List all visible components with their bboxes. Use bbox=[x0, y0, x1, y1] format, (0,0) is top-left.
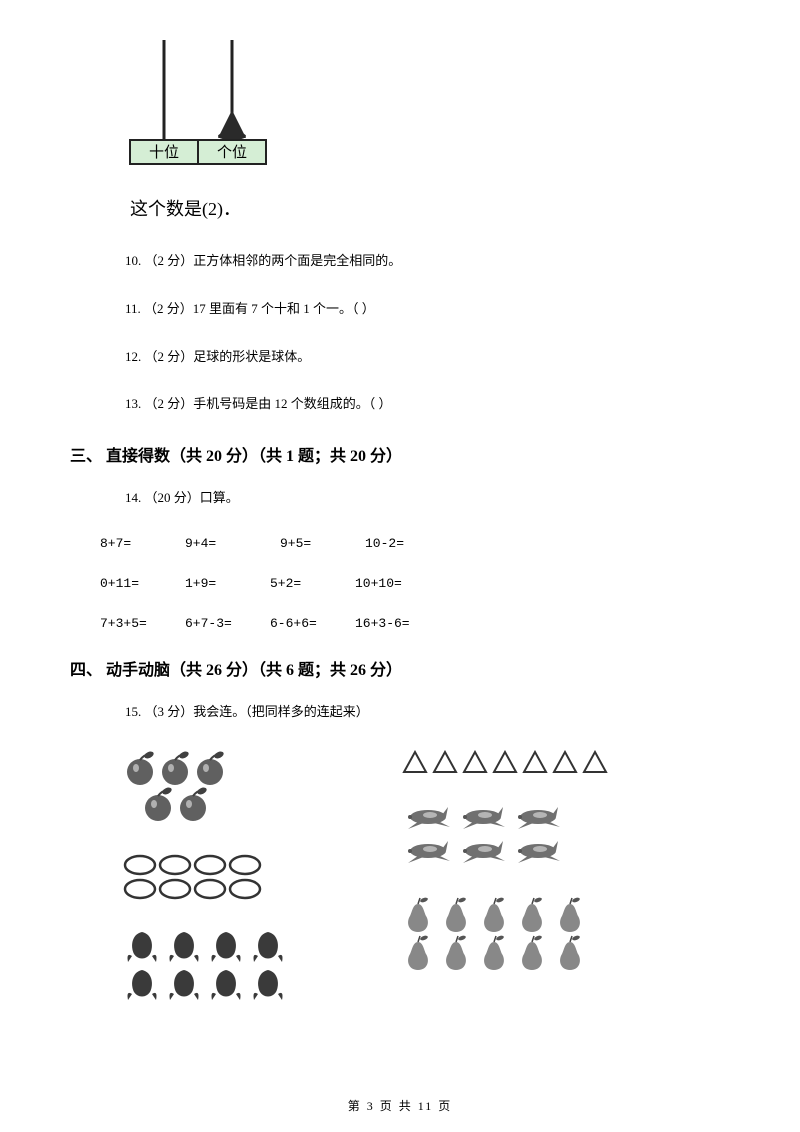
math-expression: 8+7= bbox=[100, 536, 185, 551]
math-expression: 16+3-6= bbox=[355, 616, 435, 631]
matching-group-planes bbox=[400, 801, 640, 871]
abacus-answer: 这个数是(2)． bbox=[130, 195, 730, 221]
matching-container bbox=[120, 750, 730, 1008]
matching-group-triangles bbox=[400, 750, 640, 776]
math-expression: 5+2= bbox=[270, 576, 355, 591]
math-rows-container: 8+7=9+4=9+5=10-2= 0+11=1+9=5+2=10+10= 7+3+… bbox=[70, 536, 730, 631]
question-14: 14. （20 分）口算。 bbox=[125, 488, 730, 509]
svg-text:十位: 十位 bbox=[149, 144, 179, 161]
matching-right bbox=[400, 750, 640, 1008]
svg-text:个位: 个位 bbox=[217, 144, 247, 161]
matching-left bbox=[120, 750, 300, 1008]
question-10: 10. （2 分）正方体相邻的两个面是完全相同的。 bbox=[125, 251, 730, 272]
math-expression: 7+3+5= bbox=[100, 616, 185, 631]
question-12: 12. （2 分）足球的形状是球体。 bbox=[125, 347, 730, 368]
math-expression: 9+5= bbox=[280, 536, 365, 551]
matching-group-ovals bbox=[120, 853, 300, 903]
math-expression: 6+7-3= bbox=[185, 616, 270, 631]
math-expression: 10+10= bbox=[355, 576, 435, 591]
matching-group-roses bbox=[120, 928, 300, 1008]
section-3-header: 三、 直接得数（共 20 分）（共 1 题；共 20 分） bbox=[70, 442, 730, 466]
section-4-header: 四、 动手动脑（共 26 分）（共 6 题；共 26 分） bbox=[70, 656, 730, 680]
question-15: 15. （3 分）我会连。（把同样多的连起来） bbox=[125, 702, 730, 723]
question-11: 11. （2 分）17 里面有 7 个十和 1 个一。（ ） bbox=[125, 299, 730, 320]
math-expression: 9+4= bbox=[185, 536, 280, 551]
page-footer: 第 3 页 共 11 页 bbox=[0, 1097, 800, 1114]
matching-group-pears bbox=[400, 896, 640, 976]
matching-group-apples bbox=[120, 750, 300, 828]
math-row-2: 7+3+5=6+7-3=6-6+6=16+3-6= bbox=[100, 616, 730, 631]
math-row-0: 8+7=9+4=9+5=10-2= bbox=[100, 536, 730, 551]
abacus-svg: 十位 个位 bbox=[120, 40, 295, 170]
math-expression: 0+11= bbox=[100, 576, 185, 591]
math-expression: 1+9= bbox=[185, 576, 270, 591]
question-13: 13. （2 分）手机号码是由 12 个数组成的。（ ） bbox=[125, 394, 730, 415]
abacus-diagram: 十位 个位 bbox=[120, 40, 730, 170]
math-expression: 10-2= bbox=[365, 536, 445, 551]
math-row-1: 0+11=1+9=5+2=10+10= bbox=[100, 576, 730, 591]
math-expression: 6-6+6= bbox=[270, 616, 355, 631]
